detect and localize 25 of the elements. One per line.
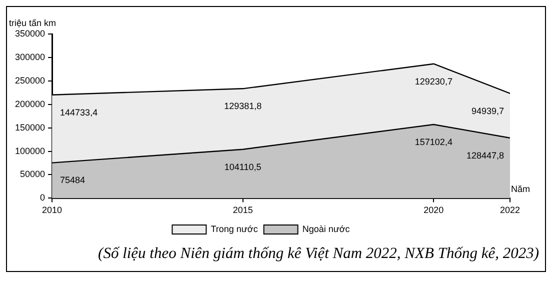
y-tick-label: 0 <box>40 192 46 203</box>
data-label: 144733,4 <box>60 107 98 118</box>
x-tick-label: 2015 <box>232 205 253 216</box>
data-label: 104110,5 <box>224 162 262 172</box>
y-tick-label: 350000 <box>14 28 46 38</box>
y-tick-label: 100000 <box>14 146 46 156</box>
text: (Số liệu theo Niên giám thống kê Việt Nam 2022, NXB Thống kê, 2023) <box>97 245 539 263</box>
x-tick-label: 2020 <box>424 205 444 216</box>
data-label: 75484 <box>60 174 86 185</box>
y-tick-label: 200000 <box>14 98 46 109</box>
y-tick-label: 300000 <box>14 52 46 62</box>
data-label: 157102,4 <box>414 136 452 147</box>
legend-label: Ngoài nước <box>302 224 350 234</box>
data-label: 94939,7 <box>471 106 504 116</box>
x-axis-title: Năm <box>510 184 530 194</box>
x-tick-label: 2022 <box>500 205 520 216</box>
y-tick-label: 250000 <box>14 75 46 86</box>
data-label: 129381,8 <box>224 101 262 112</box>
x-tick-label: 2010 <box>42 205 62 216</box>
data-label: 128447,8 <box>466 150 504 160</box>
y-axis-title: triệu tấn km <box>9 18 56 28</box>
y-tick-label: 150000 <box>14 122 46 132</box>
y-tick-label: 50000 <box>20 169 46 180</box>
data-label: 129230,7 <box>414 76 452 86</box>
legend-label: Trong nước <box>210 224 258 234</box>
